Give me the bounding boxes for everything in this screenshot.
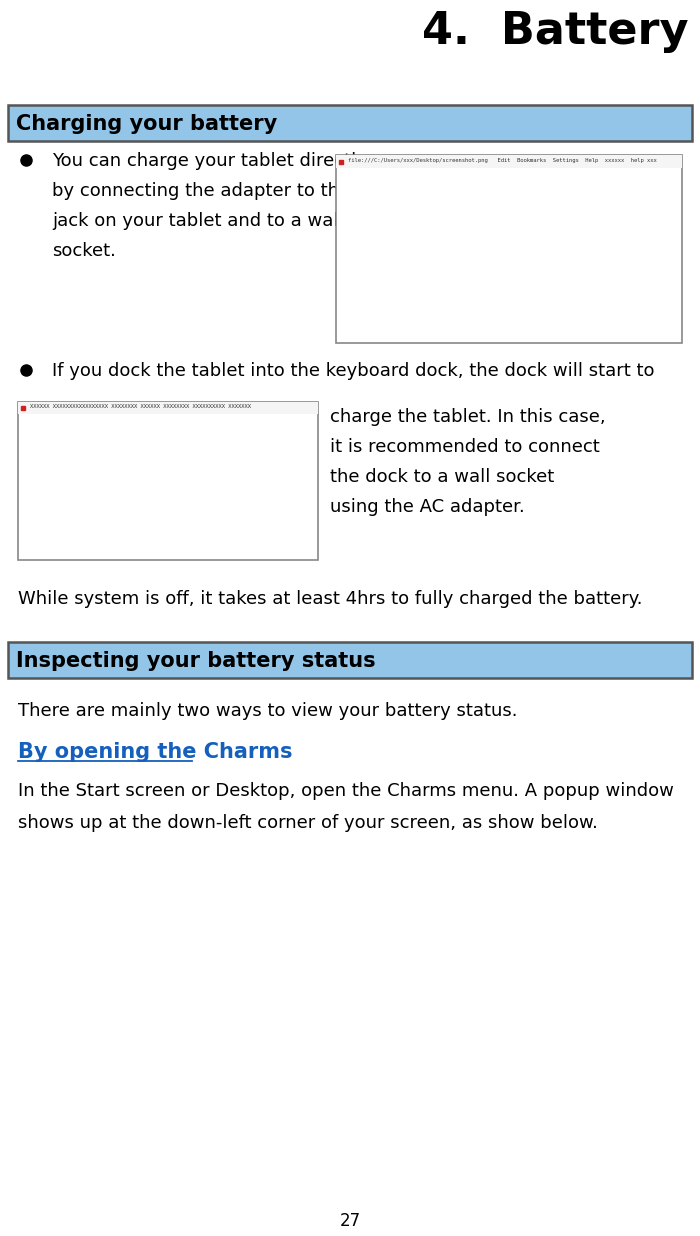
Text: using the AC adapter.: using the AC adapter. [330, 498, 525, 515]
Text: While system is off, it takes at least 4hrs to fully charged the battery.: While system is off, it takes at least 4… [18, 590, 643, 608]
Text: file:///C:/Users/xxx/Desktop/screenshot.png   Edit  Bookmarks  Settings  Help  x: file:///C:/Users/xxx/Desktop/screenshot.… [348, 158, 657, 163]
Text: In the Start screen or Desktop, open the Charms menu. A popup window: In the Start screen or Desktop, open the… [18, 782, 674, 800]
Text: You can charge your tablet directly: You can charge your tablet directly [52, 152, 367, 171]
Text: If you dock the tablet into the keyboard dock, the dock will start to: If you dock the tablet into the keyboard… [52, 362, 654, 379]
Text: 4.  Battery: 4. Battery [421, 10, 688, 53]
Text: it is recommended to connect: it is recommended to connect [330, 438, 600, 456]
Bar [336, 154, 682, 344]
Bar [8, 641, 692, 679]
Text: XXXXXX XXXXXXXXXXXXXXXXX XXXXXXXX XXXXXX XXXXXXXX XXXXXXXXXX XXXXXXX: XXXXXX XXXXXXXXXXXXXXXXX XXXXXXXX XXXXXX… [30, 404, 251, 409]
Bar [8, 105, 692, 141]
Text: the dock to a wall socket: the dock to a wall socket [330, 468, 554, 486]
Text: Inspecting your battery status: Inspecting your battery status [16, 651, 376, 671]
Text: By opening the Charms: By opening the Charms [18, 742, 293, 763]
Text: Charging your battery: Charging your battery [16, 114, 277, 133]
Text: by connecting the adapter to the DC: by connecting the adapter to the DC [52, 182, 382, 200]
Text: socket.: socket. [52, 242, 116, 260]
Text: There are mainly two ways to view your battery status.: There are mainly two ways to view your b… [18, 702, 517, 721]
Bar [336, 154, 682, 168]
Bar [18, 402, 318, 414]
Text: shows up at the down-left corner of your screen, as show below.: shows up at the down-left corner of your… [18, 815, 598, 832]
Bar [18, 402, 318, 560]
Text: charge the tablet. In this case,: charge the tablet. In this case, [330, 408, 606, 426]
Text: 27: 27 [340, 1213, 360, 1230]
Text: jack on your tablet and to a wall: jack on your tablet and to a wall [52, 213, 344, 230]
